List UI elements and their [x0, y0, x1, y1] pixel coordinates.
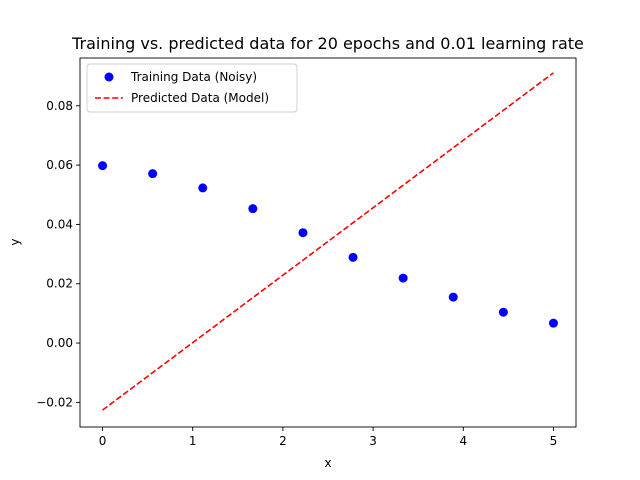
- x-tick-label-3: 3: [369, 434, 377, 448]
- training-point-8: [448, 292, 458, 302]
- legend-marker-swatch: [104, 72, 114, 82]
- x-tick-label-4: 4: [459, 434, 467, 448]
- y-tick-label-3: 0.04: [46, 217, 73, 231]
- chart-title: Training vs. predicted data for 20 epoch…: [71, 34, 584, 53]
- y-tick-label-1: 0.00: [46, 336, 73, 350]
- x-tick-label-0: 0: [99, 434, 107, 448]
- legend-label-1: Training Data (Noisy): [130, 70, 257, 84]
- legend-label-2: Predicted Data (Model): [131, 91, 269, 105]
- training-point-6: [348, 252, 358, 262]
- x-tick-label-1: 1: [189, 434, 197, 448]
- training-point-9: [498, 307, 508, 317]
- x-axis-label: x: [324, 456, 331, 470]
- plot-area: 0 1 2 3 4 5 −0.02 0.00 0.02 0.04 0.06 0.08: [36, 57, 577, 448]
- y-tick-label-2: 0.02: [46, 277, 73, 291]
- training-point-3: [198, 183, 208, 193]
- x-tick-label-2: 2: [279, 434, 287, 448]
- training-point-7: [398, 273, 408, 283]
- y-tick-label-0: −0.02: [36, 395, 73, 409]
- training-point-2: [148, 169, 158, 179]
- training-point-5: [298, 228, 308, 238]
- training-point-1: [98, 161, 108, 171]
- predicted-line: [102, 72, 554, 411]
- training-point-4: [248, 204, 258, 214]
- y-tick-label-5: 0.08: [46, 99, 73, 113]
- legend: Training Data (Noisy) Predicted Data (Mod…: [86, 63, 298, 113]
- training-point-10: [548, 318, 558, 328]
- y-tick-label-4: 0.06: [46, 158, 73, 172]
- axes-frame: [79, 57, 577, 428]
- legend-box: [86, 63, 298, 113]
- x-tick-label-5: 5: [550, 434, 558, 448]
- y-axis-label: y: [8, 238, 22, 245]
